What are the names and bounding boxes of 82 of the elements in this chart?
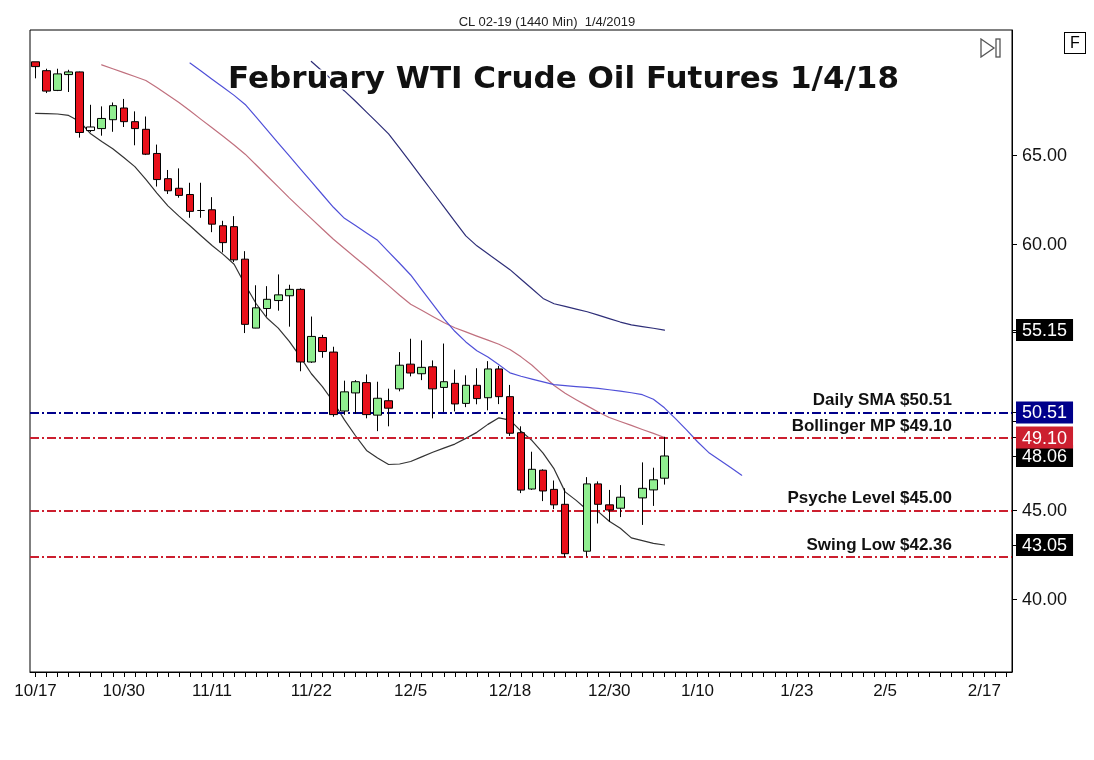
candlestick xyxy=(605,489,614,523)
x-tick-label: 2/17 xyxy=(967,681,1001,700)
candlestick xyxy=(42,68,51,94)
candlestick xyxy=(649,467,658,507)
candlestick xyxy=(660,436,669,486)
candlestick xyxy=(285,284,294,328)
x-tick-label: 1/10 xyxy=(680,681,715,700)
text: F xyxy=(1064,32,1086,54)
candlestick xyxy=(451,369,459,412)
y-tick-label: 50.51 xyxy=(1022,402,1068,423)
candlestick xyxy=(473,367,481,405)
y-tick-label: 49.10 xyxy=(1022,427,1068,448)
x-tick-label: 2/5 xyxy=(873,681,897,700)
candlestick xyxy=(64,69,73,93)
chart-subtitle: CL 02-19 (1440 Min) 1/4/2019 xyxy=(458,14,636,29)
candlestick xyxy=(274,273,283,312)
x-tick-label: 12/30 xyxy=(588,681,631,700)
candlestick xyxy=(340,380,349,416)
candlestick xyxy=(373,381,382,432)
candlestick xyxy=(594,480,602,524)
candlestick xyxy=(462,374,470,408)
candlestick xyxy=(406,338,415,377)
candlestick xyxy=(219,220,227,253)
x-tick-label: 11/11 xyxy=(192,681,233,700)
y-tick-label: 40.00 xyxy=(1022,589,1068,610)
candlestick xyxy=(153,144,161,187)
candlestick xyxy=(252,284,260,329)
y-tick-label: 48.06 xyxy=(1022,445,1068,466)
x-tick-label: 12/5 xyxy=(394,681,428,700)
x-tick-label: 10/30 xyxy=(102,681,146,700)
x-tick-label: 1/23 xyxy=(780,681,814,700)
y-tick-label: 65.00 xyxy=(1022,145,1068,166)
x-tick-label: 11/22 xyxy=(290,681,332,700)
y-tick-label: 55.15 xyxy=(1022,320,1068,341)
candlestick xyxy=(528,451,536,491)
ref-line-label: Bollinger MP $49.10 xyxy=(791,415,952,435)
candlestick xyxy=(75,71,84,139)
candlestick xyxy=(428,359,437,419)
candlestick xyxy=(307,316,316,364)
candlestick xyxy=(550,480,558,510)
x-tick-label: 12/18 xyxy=(488,681,532,700)
candlestick xyxy=(109,101,117,133)
y-tick-label: 43.05 xyxy=(1022,534,1068,555)
candlestick xyxy=(142,116,150,156)
candlestick xyxy=(230,215,238,263)
candlestick xyxy=(495,365,503,405)
candlestick xyxy=(329,346,338,418)
y-tick-label: 45.00 xyxy=(1022,500,1068,521)
y-tick-label: 60.00 xyxy=(1022,233,1068,254)
candlestick xyxy=(561,487,569,558)
candlestick xyxy=(440,343,448,413)
candlestick xyxy=(175,167,183,199)
candlestick xyxy=(484,360,492,411)
candlestick xyxy=(417,339,426,381)
candlestick xyxy=(638,461,647,526)
candlestick xyxy=(263,285,271,318)
candlestick xyxy=(131,110,139,146)
candlestick xyxy=(539,468,547,502)
ref-line-label: Daily SMA $50.51 xyxy=(812,390,952,410)
candlestick xyxy=(506,384,514,437)
candlestick xyxy=(362,373,371,419)
candlestick xyxy=(296,287,305,372)
candlestick xyxy=(86,104,95,133)
candlestick xyxy=(318,334,327,359)
candlestick xyxy=(517,425,525,494)
line-series xyxy=(34,112,666,546)
candlestick xyxy=(186,182,194,219)
ref-line-label: Psyche Level $45.00 xyxy=(787,488,952,508)
candlestick xyxy=(197,182,205,219)
candlestick xyxy=(53,68,62,92)
x-tick-label: 10/17 xyxy=(14,681,57,700)
candlestick xyxy=(120,98,128,128)
candlestick xyxy=(384,388,393,427)
candlestick xyxy=(241,250,249,334)
candlestick xyxy=(208,196,216,233)
ref-line-label: Swing Low $42.36 xyxy=(806,535,952,555)
candlestick xyxy=(351,379,360,415)
candlestick xyxy=(164,169,172,195)
candlestick xyxy=(97,105,106,137)
candlestick xyxy=(395,351,404,392)
candlestick xyxy=(616,484,625,518)
candlestick xyxy=(583,476,591,558)
